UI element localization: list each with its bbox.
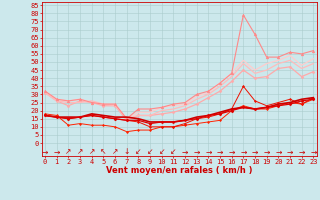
Text: →: → (299, 147, 305, 156)
Text: →: → (275, 147, 282, 156)
Text: →: → (217, 147, 223, 156)
Text: ↙: ↙ (170, 147, 177, 156)
Text: →: → (252, 147, 258, 156)
Text: ↗: ↗ (65, 147, 72, 156)
Text: ↖: ↖ (100, 147, 107, 156)
Text: →: → (53, 147, 60, 156)
Text: ↗: ↗ (77, 147, 83, 156)
X-axis label: Vent moyen/en rafales ( km/h ): Vent moyen/en rafales ( km/h ) (106, 166, 252, 175)
Text: →: → (287, 147, 293, 156)
Text: ↙: ↙ (158, 147, 165, 156)
Text: ↓: ↓ (124, 147, 130, 156)
Text: →: → (194, 147, 200, 156)
Text: ↗: ↗ (89, 147, 95, 156)
Text: ↙: ↙ (147, 147, 153, 156)
Text: →: → (205, 147, 212, 156)
Text: →: → (42, 147, 48, 156)
Text: ↙: ↙ (135, 147, 141, 156)
Text: →: → (182, 147, 188, 156)
Text: →: → (310, 147, 316, 156)
Text: →: → (228, 147, 235, 156)
Text: ↗: ↗ (112, 147, 118, 156)
Text: →: → (240, 147, 246, 156)
Text: →: → (263, 147, 270, 156)
